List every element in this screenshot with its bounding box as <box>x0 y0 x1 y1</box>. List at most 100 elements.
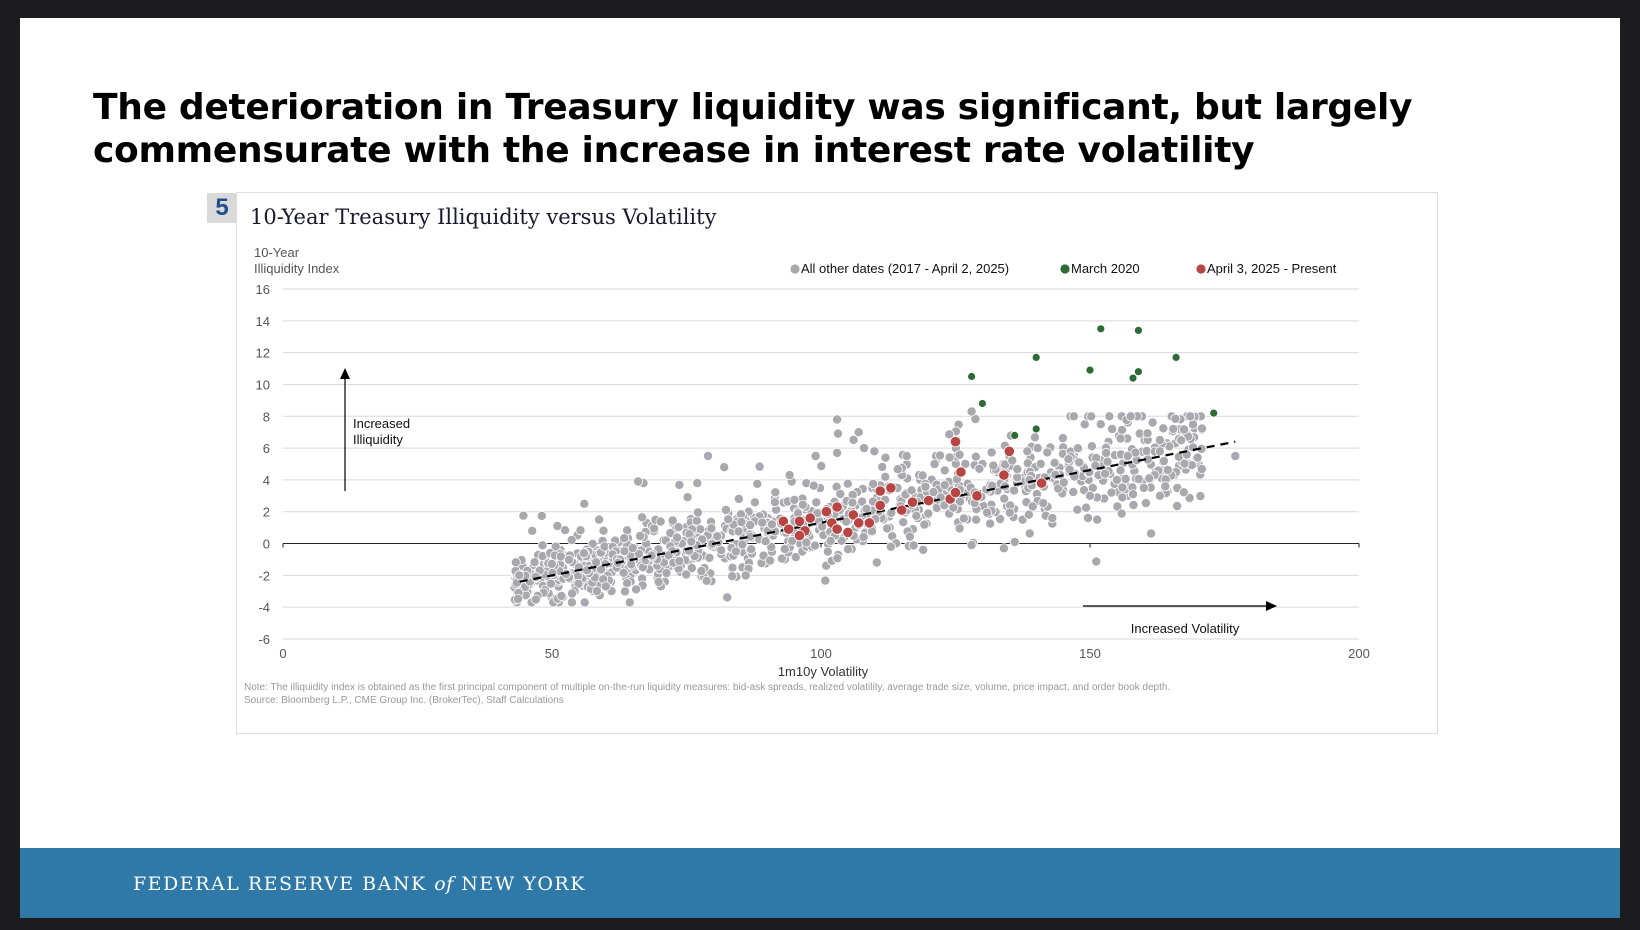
data-point-other <box>1122 450 1133 461</box>
data-point-other <box>1176 435 1187 446</box>
data-point-april-3-2025-present <box>906 496 919 508</box>
axes: -6 -4 -2 0 2 4 6 8 10 12 14 16 0 50 100 150 200 <box>256 282 1370 661</box>
data-point-other <box>765 555 776 566</box>
data-point-other <box>904 531 915 542</box>
data-point-other <box>1120 473 1131 484</box>
annotation-increased-illiquidity-line2: Illiquidity <box>353 432 403 447</box>
data-point-other <box>1022 446 1033 457</box>
data-point-april-3-2025-present <box>1003 445 1015 457</box>
data-point-other <box>691 515 702 526</box>
data-point-other <box>820 575 831 586</box>
y-tick-label: -4 <box>258 600 270 615</box>
data-point-other <box>1168 423 1179 434</box>
data-point-other <box>784 470 795 481</box>
data-point-other <box>1142 428 1153 439</box>
data-point-other <box>1009 485 1020 496</box>
data-point-other <box>939 465 950 476</box>
data-point-other <box>970 451 981 462</box>
data-point-other <box>1154 435 1165 446</box>
data-point-other <box>1115 433 1126 444</box>
chart-title: 10-Year Treasury Illiquidity versus Vola… <box>250 205 717 229</box>
data-point-other <box>801 537 812 548</box>
data-point-other <box>1146 528 1157 539</box>
data-point-other <box>1027 501 1038 512</box>
data-point-other <box>537 540 548 551</box>
data-point-other <box>1154 490 1165 501</box>
data-point-other <box>736 516 747 527</box>
data-point-other <box>776 553 787 564</box>
data-point-other <box>1192 452 1203 463</box>
data-point-april-3-2025-present <box>874 485 886 497</box>
highlight-series <box>777 324 1219 542</box>
data-point-other <box>971 514 982 525</box>
series-all-other-dates <box>509 406 1241 608</box>
up-arrow-head <box>340 368 350 379</box>
data-point-other <box>701 575 712 586</box>
footer-org-part1: FEDERAL RESERVE BANK <box>133 873 427 895</box>
data-point-march-2020 <box>1031 424 1041 434</box>
data-point-other <box>871 557 882 568</box>
data-point-other <box>619 586 630 597</box>
data-point-other <box>594 514 605 525</box>
y-tick-label: 12 <box>256 346 270 361</box>
x-tick-label: 150 <box>1079 646 1101 661</box>
data-point-other <box>1115 465 1126 476</box>
data-point-other <box>1196 464 1207 475</box>
data-point-other <box>624 597 635 608</box>
data-point-other <box>919 519 930 530</box>
x-tick-label: 0 <box>279 646 286 661</box>
data-point-other <box>911 510 922 521</box>
data-point-other <box>618 567 629 578</box>
data-point-other <box>985 518 996 529</box>
annotation-increased-volatility: Increased Volatility <box>1131 621 1240 636</box>
y-tick-label: 14 <box>256 314 270 329</box>
data-point-other <box>908 540 919 551</box>
data-point-other <box>648 523 659 534</box>
data-point-other <box>1195 491 1206 502</box>
data-point-other <box>1185 411 1196 422</box>
y-tick-label: 10 <box>256 377 270 392</box>
data-point-other <box>939 480 950 491</box>
y-tick-label: 16 <box>256 282 270 297</box>
data-point-other <box>988 460 999 471</box>
trend-line <box>519 440 1236 583</box>
data-point-other <box>1101 447 1112 458</box>
data-point-other <box>733 526 744 537</box>
data-point-march-2020 <box>1134 325 1143 335</box>
data-point-other <box>858 531 869 542</box>
data-point-other <box>1147 417 1158 428</box>
data-point-other <box>1133 473 1144 484</box>
data-point-other <box>885 541 896 552</box>
data-point-other <box>563 554 574 565</box>
data-point-april-3-2025-present <box>955 466 967 478</box>
y-tick-label: 0 <box>263 537 270 552</box>
chart-number-badge: 5 <box>207 193 237 223</box>
data-point-other <box>1024 528 1035 539</box>
data-point-other <box>906 485 917 496</box>
data-point-other <box>673 522 684 533</box>
y-tick-label: -2 <box>258 568 270 583</box>
data-point-other <box>995 513 1006 524</box>
y-tick-label: 8 <box>263 409 270 424</box>
data-point-other <box>746 544 757 555</box>
data-point-other <box>816 460 827 471</box>
data-point-other <box>797 499 808 510</box>
data-point-other <box>880 471 891 482</box>
data-point-other <box>1125 411 1136 422</box>
data-point-other <box>833 428 844 439</box>
data-point-other <box>1197 423 1208 434</box>
data-point-other <box>702 450 713 461</box>
data-point-other <box>1074 457 1085 468</box>
data-point-other <box>727 562 738 573</box>
y-axis-title-line2: Illiquidity Index <box>254 261 340 276</box>
data-point-other <box>682 492 693 503</box>
scatter-chart: 10-Year Treasury Illiquidity versus Vola… <box>244 205 1370 706</box>
data-point-other <box>727 571 738 582</box>
data-point-other <box>1086 441 1097 452</box>
y-tick-label: -6 <box>258 632 270 647</box>
data-point-other <box>966 540 977 551</box>
data-point-other <box>787 535 798 546</box>
legend-marker <box>790 264 800 274</box>
data-point-other <box>1128 489 1139 500</box>
data-point-other <box>527 525 538 536</box>
